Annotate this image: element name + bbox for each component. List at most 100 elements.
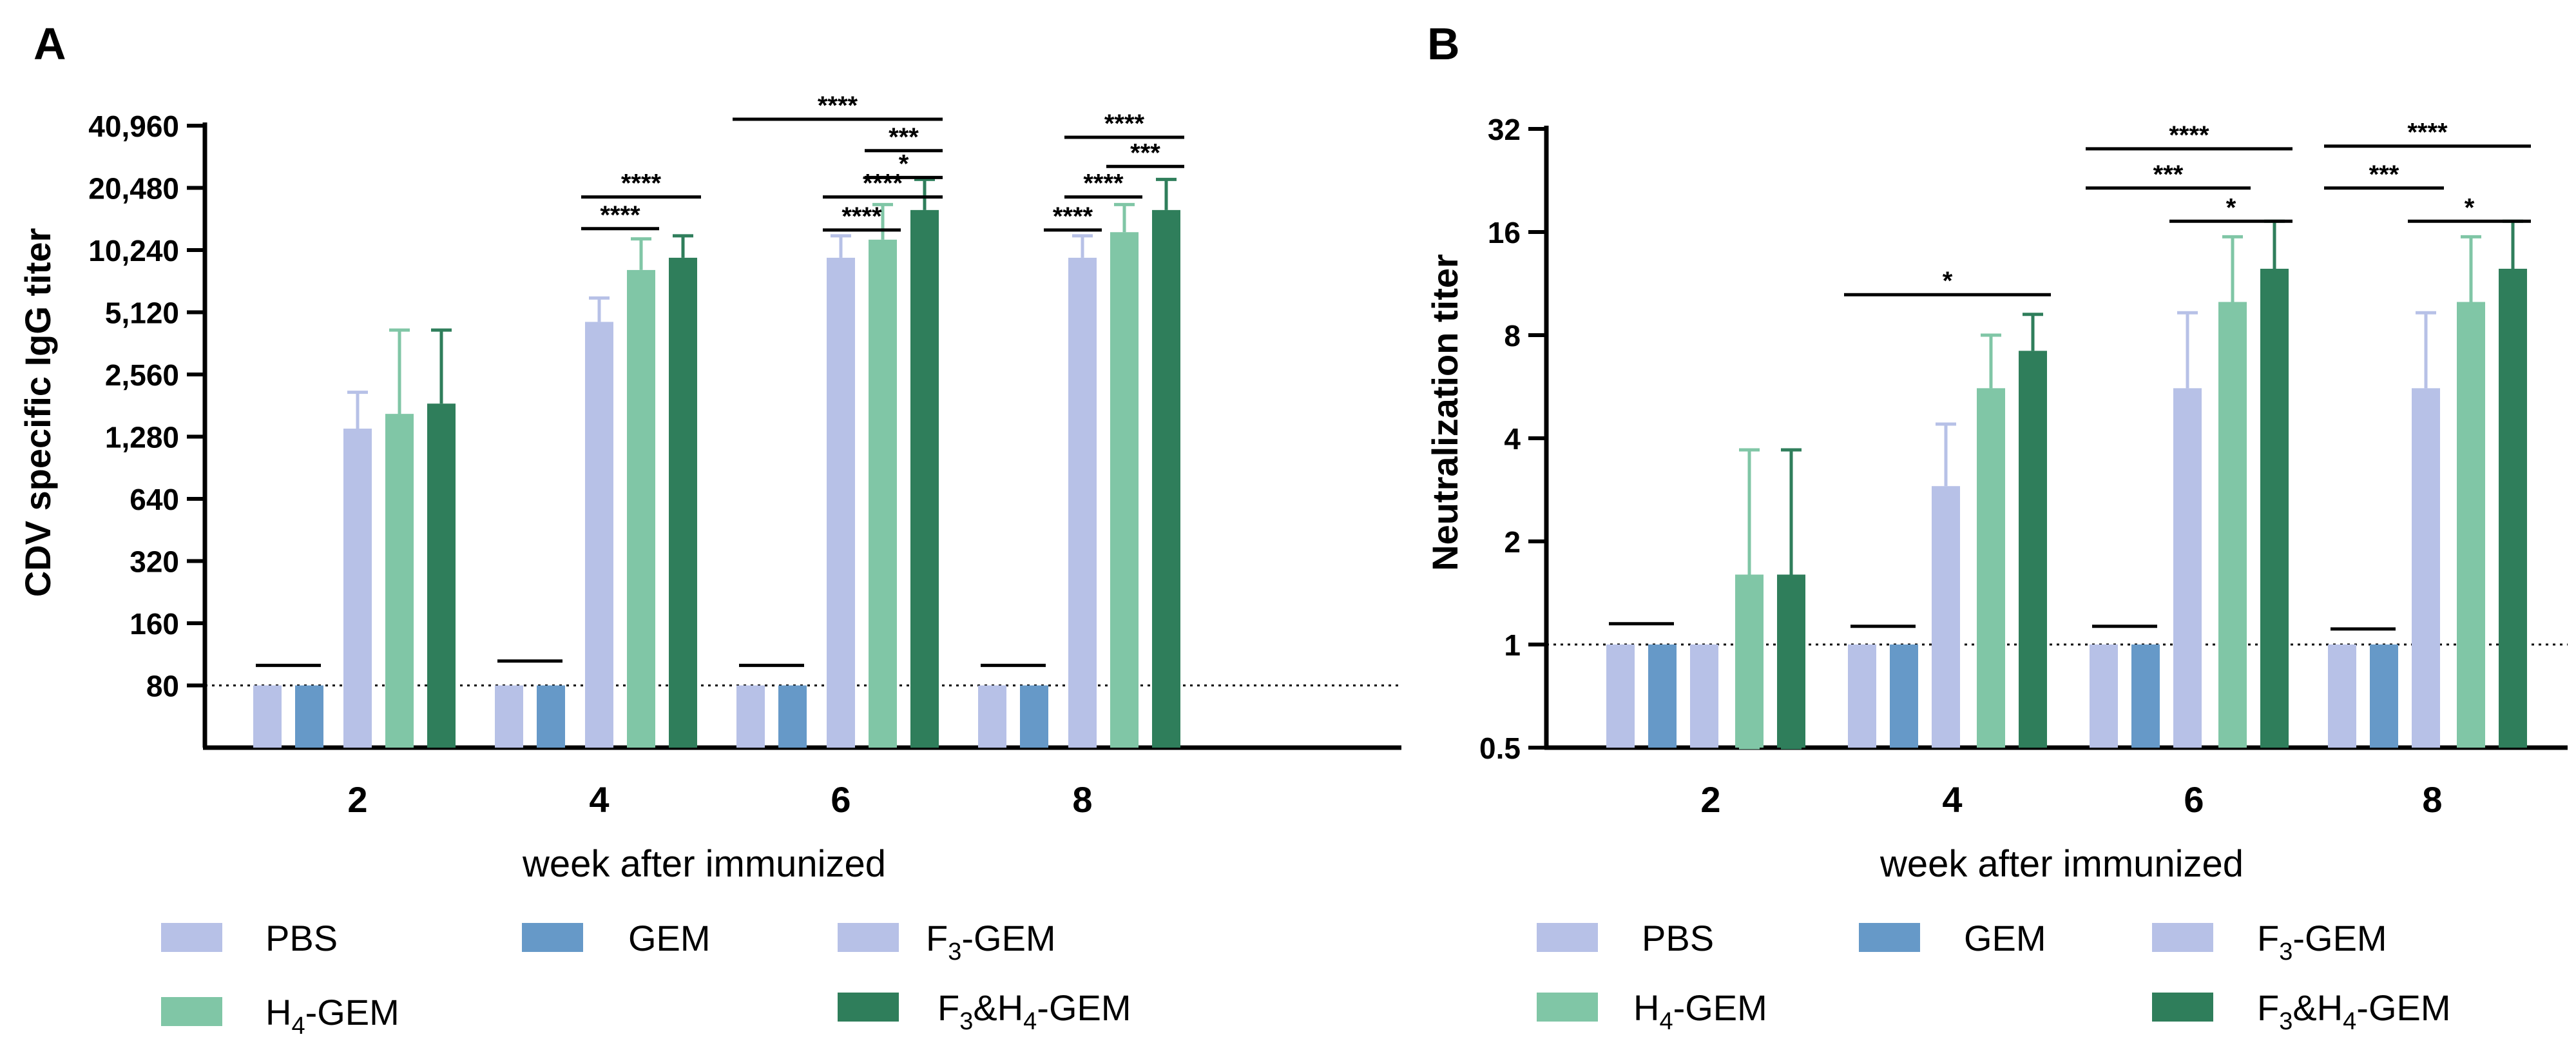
panel-a-bar-pbs-w6 [736,685,765,748]
panel-b-xtick-label: 4 [1942,779,1962,820]
panel-b-bar-pbs-w6 [2090,645,2118,748]
legend-b-h4gem-swatch [1537,993,1598,1022]
panel-b-ytick-label: 16 [1488,216,1521,249]
panel-a-ytick-label: 80 [146,670,179,703]
panel-a-bar-pbs-w2 [253,685,282,748]
panel-b-bar-gem-w4 [1890,645,1918,748]
legend-b-f3h4gem-label: F3&H4-GEM [2257,987,2451,1035]
legend-a-pbs-swatch [161,923,222,952]
panel-a-ytick-label: 1,280 [105,421,179,454]
legend-a-f3h4gem-swatch [838,993,899,1022]
legend-b-f3gem-label: F3-GEM [2257,918,2387,965]
panel-a-bar-f3gem-w4 [585,322,613,748]
panel-b-bar-f3h4gem-w4 [2019,351,2047,748]
panel-b-xtick-label: 2 [1700,779,1720,820]
panel-a-ytick-label: 40,960 [88,110,179,143]
legend-b-f3gem-swatch [2152,923,2213,952]
panel-b-xlabel: week after immunized [1879,843,2244,885]
panel-a-bar-f3gem-w6 [827,257,855,748]
panel-b-ytick-label: 4 [1504,422,1521,456]
legend-a-h4gem-label: H4-GEM [265,992,399,1040]
panel-a-ytick-label: 2,560 [105,358,179,392]
panel-a-ytick-label: 5,120 [105,296,179,330]
panel-a-sig-label: **** [1053,202,1093,231]
panel-a-xtick-label: 8 [1072,779,1092,820]
panel-a-xlabel: week after immunized [522,843,886,885]
legend-a-gem-swatch [522,923,583,952]
panel-a-bar-gem-w6 [778,685,807,748]
panel-b-bar-h4gem-w8 [2457,302,2485,748]
panel-a-ytick-label: 320 [130,545,179,579]
panel-a-ylabel: CDV specific IgG titer [17,228,58,597]
legend-b-gem-label: GEM [1964,918,2046,958]
panel-a-bar-h4gem-w8 [1110,232,1139,748]
legend-b-f3h4gem-swatch [2152,993,2213,1022]
panel-b-ytick-label: 32 [1488,113,1521,146]
panel-a-bar-pbs-w8 [978,685,1006,748]
panel-b-ytick-label: 2 [1504,525,1521,559]
panel-b-bar-f3gem-w6 [2173,388,2202,748]
panel-a-sig-label: *** [1130,139,1160,167]
panel-a-bar-gem-w4 [537,685,565,748]
legend-a-pbs-label: PBS [265,918,338,958]
panel-a-sig-label: **** [818,92,858,120]
panel-b-bar-gem-w2 [1648,645,1677,748]
panel-b-bar-f3gem-w4 [1932,486,1960,748]
panel-a-sig-label: **** [621,170,662,198]
panel-a-sig-label: **** [841,202,882,231]
legend-b: PBS GEM F3-GEM H4-GEM F3&H4-GEM [1537,918,2451,1035]
panel-a-sig-label: **** [863,170,903,198]
legend-a-f3h4gem-label: F3&H4-GEM [937,987,1131,1035]
panel-b-sig-label: *** [2153,160,2184,189]
legend-b-h4gem-label: H4-GEM [1633,987,1767,1035]
panel-b-ytick-label: 0.5 [1479,732,1521,765]
panel-b-sig-label: * [2465,193,2475,222]
panel-a-sig-label: **** [1083,170,1124,198]
panel-b-bar-f3gem-w8 [2412,388,2440,748]
panel-a-bar-f3h4gem-w6 [910,209,939,748]
panel-b-ylabel: Neutralization titer [1425,254,1465,571]
panel-b-sig-label: * [2226,193,2236,222]
legend-b-pbs-label: PBS [1642,918,1714,958]
panel-b-xtick-label: 8 [2422,779,2442,820]
panel-a-plot: 80 160 320 640 1,280 2,560 5,120 10,240 20,480 40… [88,92,1401,820]
panel-b-bar-h4gem-w6 [2218,302,2247,748]
legend-a: PBS GEM F3-GEM H4-GEM F3&H4-GEM [161,918,1131,1040]
legend-b-pbs-swatch [1537,923,1598,952]
panel-a-ytick-label: 20,480 [88,172,179,206]
panel-b-bar-gem-w8 [2370,645,2398,748]
panel-b-bar-gem-w6 [2131,645,2160,748]
panel-a-bar-gem-w8 [1020,685,1048,748]
legend-a-h4gem-swatch [161,997,222,1026]
panel-a-bar-f3gem-w8 [1068,257,1097,748]
panel-b-sig-label: * [1943,267,1953,295]
panel-a-bar-h4gem-w4 [627,269,655,748]
panel-a-bar-f3h4gem-w4 [669,257,697,748]
panel-b-bar-h4gem-w4 [1977,388,2005,748]
panel-a-ytick-label: 10,240 [88,234,179,267]
panel-b-bar-pbs-w4 [1848,645,1876,748]
panel-a-bar-f3h4gem-w2 [427,403,456,748]
panel-a-sig-label: *** [889,123,919,151]
panel-a-bar-pbs-w4 [495,685,523,748]
legend-a-f3gem-swatch [838,923,899,952]
panel-a-bar-h4gem-w6 [869,239,897,748]
panel-b-bar-f3gem-w2 [1690,645,1718,748]
legend-a-gem-label: GEM [628,918,711,958]
panel-a-xtick-label: 4 [589,779,609,820]
panel-b-ytick-label: 8 [1504,319,1521,353]
panel-a-label: A [34,19,66,69]
panel-b-xtick-label: 6 [2184,779,2204,820]
legend-a-f3gem-label: F3-GEM [926,918,1056,965]
panel-a-ytick-label: 640 [130,483,179,516]
panel-a-sig-label: * [899,150,909,178]
panel-b-sig-label: **** [2169,121,2209,150]
legend-b-gem-swatch [1859,923,1920,952]
panel-a-sig-label: **** [600,201,640,229]
panel-b-bar-f3h4gem-w8 [2499,268,2527,748]
panel-a-bar-gem-w2 [295,685,323,748]
panel-a-xtick-label: 2 [347,779,367,820]
panel-a-bar-f3gem-w2 [343,429,372,748]
